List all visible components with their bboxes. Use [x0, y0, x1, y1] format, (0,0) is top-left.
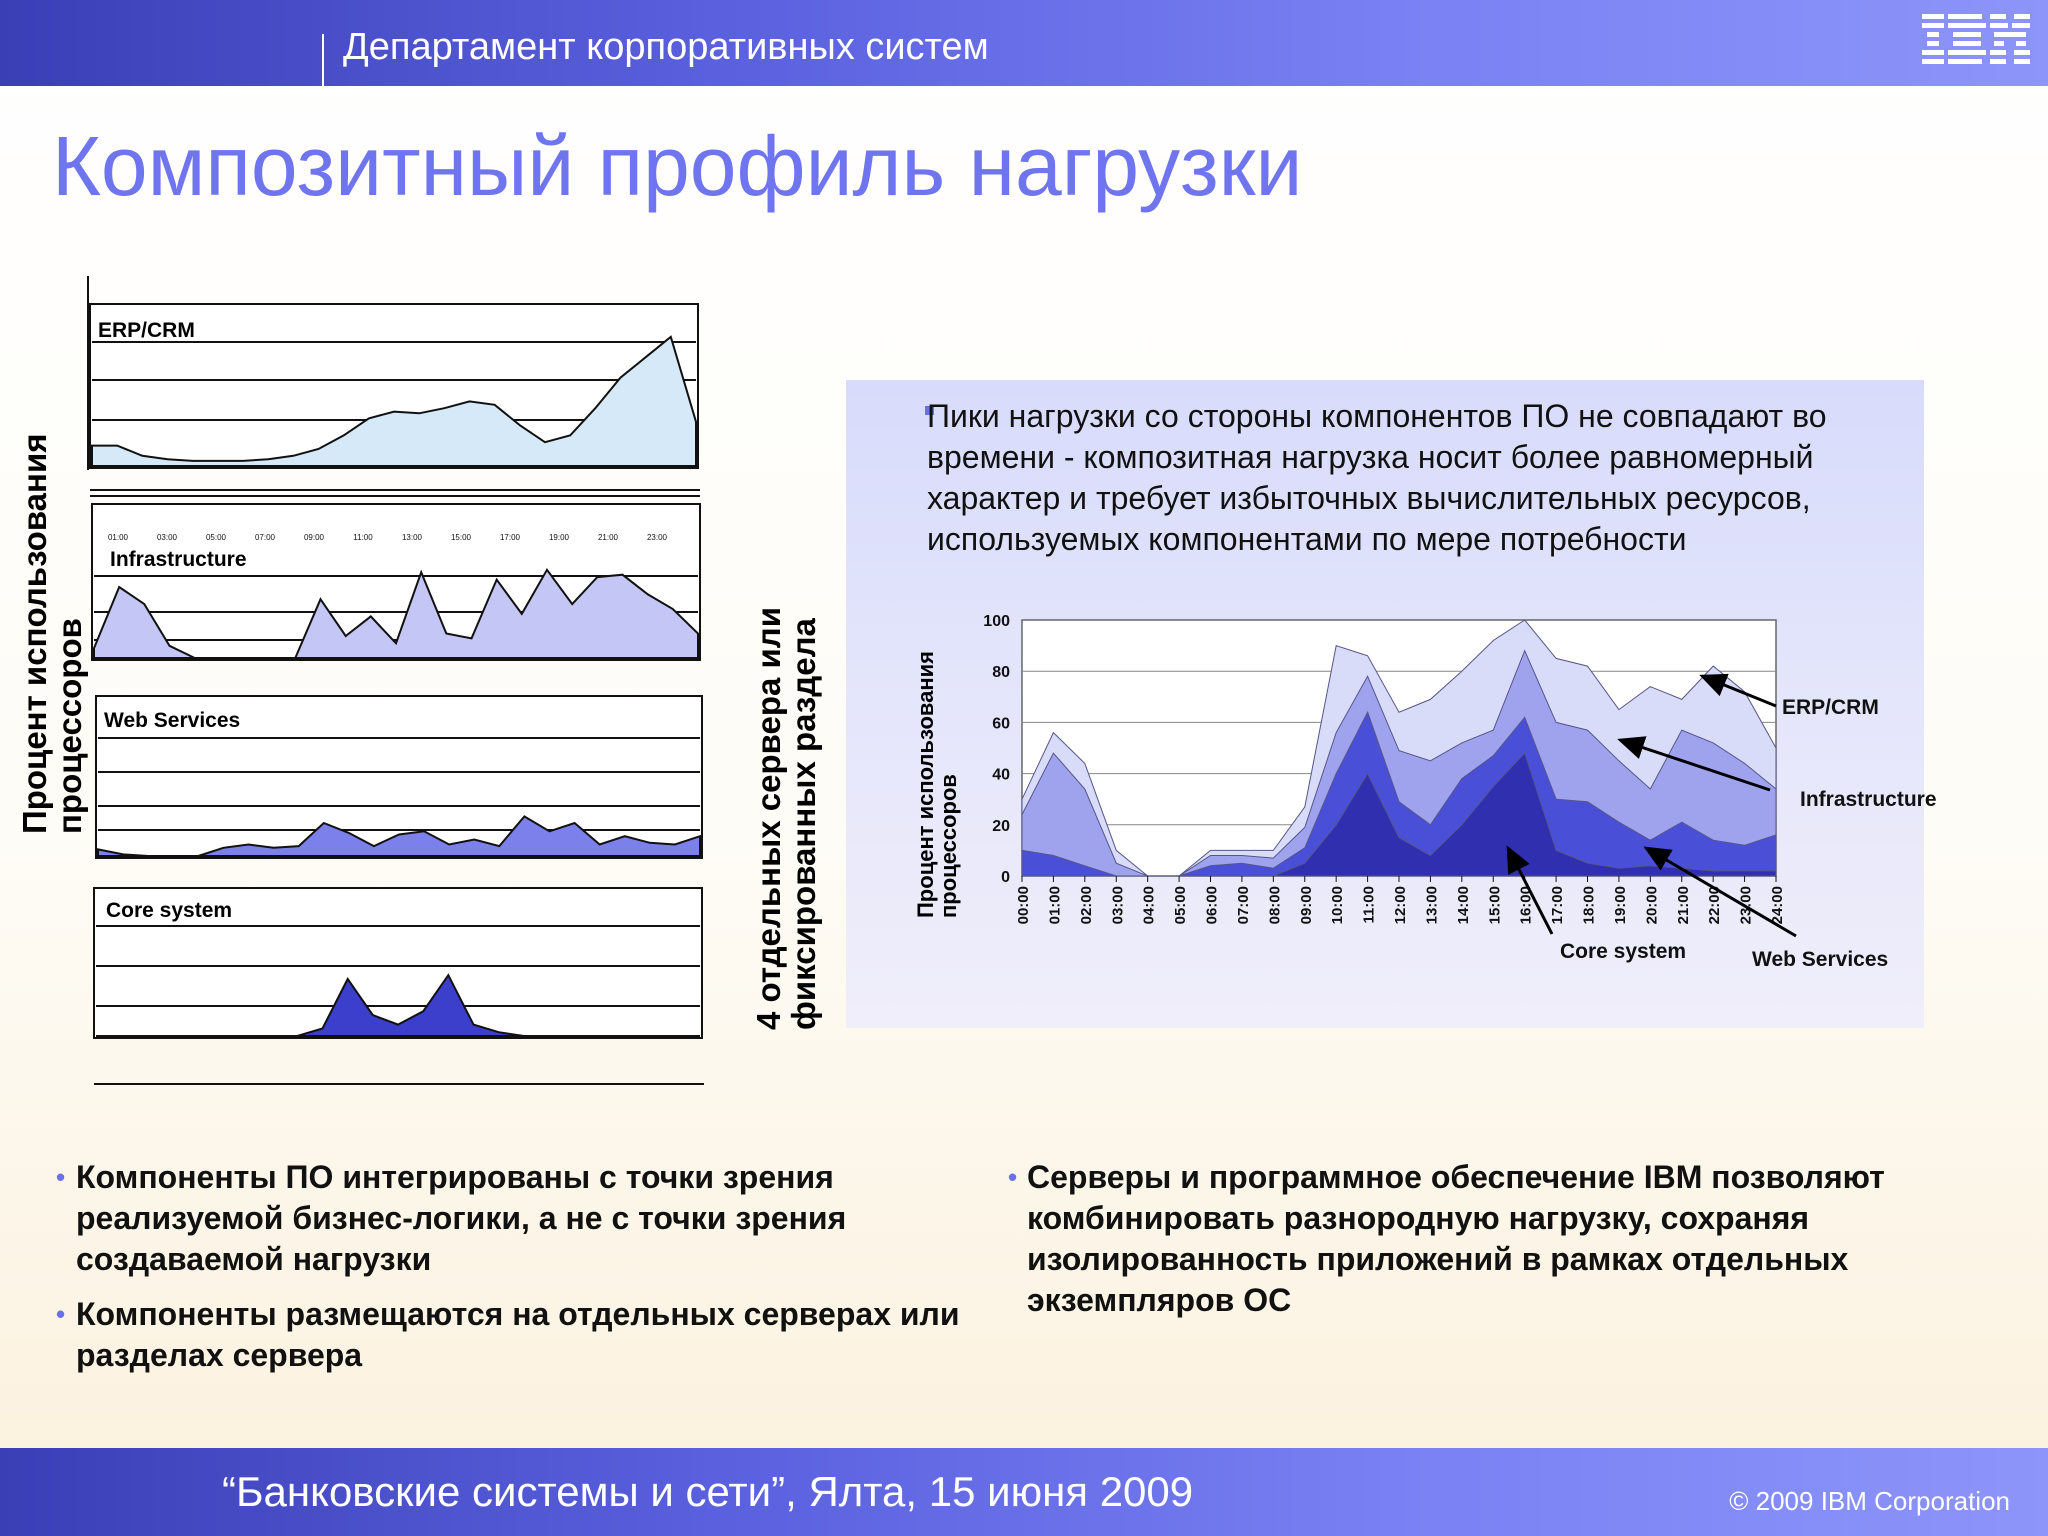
page-title: Композитный профиль нагрузки	[52, 119, 1303, 213]
composite-x-tick-label: 03:00	[1109, 886, 1126, 924]
composite-x-tick-label: 21:00	[1675, 886, 1692, 924]
infrastructure-panel-label: Infrastructure	[110, 548, 247, 571]
bullet-dot: •	[56, 1299, 66, 1329]
composite-x-tick-label: 10:00	[1329, 886, 1346, 924]
composite-x-tick-label: 04:00	[1141, 886, 1158, 924]
composite-x-tick-label: 08:00	[1266, 886, 1283, 924]
footer-bar: “Банковские системы и сети”, Ялта, 15 ию…	[0, 1448, 2048, 1536]
composite-y-tick: 20	[992, 818, 1010, 835]
bullet-left-1: Компоненты ПО интегрированы с точки зрен…	[76, 1159, 847, 1277]
bullet-dot: •	[1008, 1162, 1018, 1192]
infrastructure-tick-label: 17:00	[500, 533, 521, 542]
composite-y-tick: 80	[992, 664, 1010, 681]
composite-x-tick-label: 00:00	[1015, 886, 1032, 924]
annotation-arrow	[1699, 673, 1777, 708]
component-charts: 01:00 03:00 05:00 07:00 09:00 11:00 13:00 15:00…	[87, 276, 704, 1085]
composite-x-tick-label: 17:00	[1549, 886, 1566, 924]
core-system-area	[96, 973, 700, 1037]
copyright: © 2009 IBM Corporation	[1729, 1486, 2010, 1516]
infrastructure-tick-label: 21:00	[598, 533, 619, 542]
annotation-arrow	[1506, 845, 1554, 935]
core-system-panel	[93, 887, 703, 1039]
annotation-label: Core system	[1560, 940, 1686, 963]
composite-x-tick-label: 14:00	[1455, 886, 1472, 924]
bullet-dot: •	[56, 1162, 66, 1192]
annotation-arrow	[1643, 846, 1797, 938]
infrastructure-tick-label: 11:00	[353, 533, 373, 542]
composite-x-tick-label: 19:00	[1612, 886, 1629, 924]
core-system-panel-label: Core system	[106, 899, 233, 922]
infrastructure-tick-label: 01:00	[108, 533, 129, 542]
infrastructure-area	[93, 567, 699, 659]
annotation-label: Infrastructure	[1800, 788, 1937, 811]
erp-panel-label: ERP/CRM	[98, 319, 195, 342]
bullet-right-1: Серверы и программное обеспечение IBM по…	[1027, 1159, 1885, 1318]
header-bar: Департамент корпоративных систем	[0, 0, 2048, 86]
composite-x-tick-label: 20:00	[1643, 886, 1660, 924]
composite-y-tick: 40	[992, 767, 1010, 784]
composite-x-tick-label: 15:00	[1486, 886, 1503, 924]
department-name: Департамент корпоративных систем	[343, 26, 989, 68]
composite-chart: 100 80 60 40 20 0 00:00 01:00 02:00 03:00 04:00 05…	[983, 613, 1937, 971]
composite-x-tick-label: 02:00	[1078, 886, 1095, 924]
erp-area	[91, 335, 697, 467]
infrastructure-tick-label: 03:00	[157, 533, 178, 542]
composite-x-tick-label: 22:00	[1706, 886, 1723, 924]
callout-bullet	[925, 406, 934, 415]
composite-y-tick: 60	[992, 715, 1010, 732]
web-services-area	[97, 815, 701, 857]
infrastructure-tick-label: 09:00	[304, 533, 325, 542]
composite-area-core-system	[1022, 752, 1777, 877]
composite-x-tick-label: 13:00	[1423, 886, 1440, 924]
composite-y-tick: 0	[1001, 869, 1010, 886]
composite-x-tick-label: 01:00	[1046, 886, 1063, 924]
composite-x-tick-label: 12:00	[1392, 886, 1409, 924]
composite-x-tick-label: 16:00	[1518, 886, 1535, 924]
composite-x-tick-label: 18:00	[1581, 886, 1598, 924]
ibm-logo	[1922, 14, 2030, 64]
composite-x-tick-label: 11:00	[1361, 886, 1378, 924]
infrastructure-tick-label: 23:00	[647, 533, 668, 542]
bullet-left-2: Компоненты размещаются на отдельных серв…	[76, 1296, 960, 1373]
header-separator	[322, 34, 324, 86]
web-services-panel-label: Web Services	[104, 709, 241, 732]
infrastructure-tick-label: 13:00	[402, 533, 423, 542]
annotation-label: ERP/CRM	[1782, 696, 1879, 719]
infrastructure-tick-label: 19:00	[549, 533, 570, 542]
composite-x-tick-label: 09:00	[1298, 886, 1315, 924]
callout-text: Пики нагрузки со стороны компонентов ПО …	[927, 398, 1827, 557]
infrastructure-tick-label: 15:00	[451, 533, 472, 542]
composite-x-tick-label: 24:00	[1769, 886, 1786, 924]
composite-x-tick-label: 07:00	[1235, 886, 1252, 924]
composite-x-tick-label: 06:00	[1204, 886, 1221, 924]
annotation-arrow	[1617, 736, 1771, 792]
annotation-label: Web Services	[1752, 948, 1888, 971]
infrastructure-tick-label: 05:00	[206, 533, 227, 542]
event-name: “Банковские системы и сети”, Ялта, 15 ию…	[222, 1468, 1194, 1515]
composite-x-tick-label: 05:00	[1172, 886, 1189, 924]
infrastructure-tick-label: 07:00	[255, 533, 276, 542]
composite-y-tick: 100	[983, 613, 1010, 630]
